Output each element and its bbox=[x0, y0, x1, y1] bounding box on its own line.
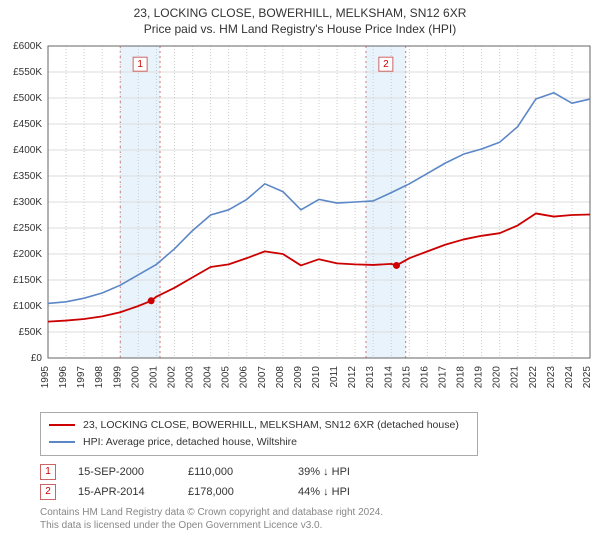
svg-text:2021: 2021 bbox=[510, 366, 521, 389]
svg-text:1999: 1999 bbox=[112, 366, 123, 389]
sale-badge: 2 bbox=[40, 484, 56, 500]
svg-text:2002: 2002 bbox=[166, 366, 177, 389]
sales-list: 1 15-SEP-2000£110,00039% ↓ HPI 2 15-APR-201… bbox=[40, 464, 600, 500]
svg-text:2013: 2013 bbox=[365, 366, 376, 389]
sale-date: 15-SEP-2000 bbox=[78, 466, 188, 478]
legend: 23, LOCKING CLOSE, BOWERHILL, MELKSHAM, … bbox=[40, 412, 478, 456]
svg-text:1: 1 bbox=[137, 59, 143, 70]
svg-text:2025: 2025 bbox=[582, 366, 593, 389]
sale-row: 1 15-SEP-2000£110,00039% ↓ HPI bbox=[40, 464, 600, 480]
svg-text:2015: 2015 bbox=[401, 366, 412, 389]
legend-label: 23, LOCKING CLOSE, BOWERHILL, MELKSHAM, … bbox=[83, 417, 459, 434]
svg-text:2019: 2019 bbox=[474, 366, 485, 389]
sale-date: 15-APR-2014 bbox=[78, 486, 188, 498]
svg-text:2006: 2006 bbox=[239, 366, 250, 389]
svg-text:1996: 1996 bbox=[58, 366, 69, 389]
page-title: 23, LOCKING CLOSE, BOWERHILL, MELKSHAM, … bbox=[0, 6, 600, 20]
legend-swatch bbox=[49, 424, 75, 426]
svg-text:1998: 1998 bbox=[94, 366, 105, 389]
svg-text:2001: 2001 bbox=[148, 366, 159, 389]
svg-text:2: 2 bbox=[383, 59, 389, 70]
svg-text:£150K: £150K bbox=[13, 275, 42, 286]
svg-text:2009: 2009 bbox=[293, 366, 304, 389]
svg-text:£550K: £550K bbox=[13, 67, 42, 78]
svg-text:1997: 1997 bbox=[76, 366, 87, 389]
legend-item: HPI: Average price, detached house, Wilt… bbox=[49, 434, 469, 451]
svg-text:2000: 2000 bbox=[130, 366, 141, 389]
sale-price: £178,000 bbox=[188, 486, 298, 498]
svg-text:2023: 2023 bbox=[546, 366, 557, 389]
sale-badge: 1 bbox=[40, 464, 56, 480]
sale-price: £110,000 bbox=[188, 466, 298, 478]
legend-item: 23, LOCKING CLOSE, BOWERHILL, MELKSHAM, … bbox=[49, 417, 469, 434]
legend-label: HPI: Average price, detached house, Wilt… bbox=[83, 434, 297, 451]
svg-text:£200K: £200K bbox=[13, 249, 42, 260]
svg-text:£600K: £600K bbox=[13, 41, 42, 52]
svg-text:2014: 2014 bbox=[383, 366, 394, 389]
sale-row: 2 15-APR-2014£178,00044% ↓ HPI bbox=[40, 484, 600, 500]
sale-delta: 39% ↓ HPI bbox=[298, 466, 408, 478]
svg-text:2016: 2016 bbox=[419, 366, 430, 389]
svg-text:£450K: £450K bbox=[13, 119, 42, 130]
svg-text:£0: £0 bbox=[31, 353, 43, 364]
legend-swatch bbox=[49, 441, 75, 443]
svg-text:2008: 2008 bbox=[275, 366, 286, 389]
svg-text:2003: 2003 bbox=[185, 366, 196, 389]
price-chart: £0 £50K £100K £150K £200K £250K £300K £350K £400… bbox=[0, 36, 600, 406]
svg-text:£50K: £50K bbox=[19, 327, 43, 338]
page-subtitle: Price paid vs. HM Land Registry's House … bbox=[0, 22, 600, 36]
svg-text:2010: 2010 bbox=[311, 366, 322, 389]
footer-line: Contains HM Land Registry data © Crown c… bbox=[40, 506, 600, 519]
svg-text:2011: 2011 bbox=[329, 366, 340, 388]
svg-text:2022: 2022 bbox=[528, 366, 539, 389]
svg-text:£250K: £250K bbox=[13, 223, 42, 234]
svg-text:£100K: £100K bbox=[13, 301, 42, 312]
footer-line: This data is licensed under the Open Gov… bbox=[40, 519, 600, 532]
svg-text:£350K: £350K bbox=[13, 171, 42, 182]
svg-text:2005: 2005 bbox=[221, 366, 232, 389]
sale-delta: 44% ↓ HPI bbox=[298, 486, 408, 498]
footer-attribution: Contains HM Land Registry data © Crown c… bbox=[40, 506, 600, 532]
svg-text:2017: 2017 bbox=[437, 366, 448, 389]
svg-text:2024: 2024 bbox=[564, 366, 575, 389]
svg-text:£400K: £400K bbox=[13, 145, 42, 156]
svg-text:1995: 1995 bbox=[40, 366, 51, 389]
svg-text:2007: 2007 bbox=[257, 366, 268, 389]
svg-text:£500K: £500K bbox=[13, 93, 42, 104]
svg-text:2020: 2020 bbox=[492, 366, 503, 389]
svg-text:2012: 2012 bbox=[347, 366, 358, 389]
svg-text:2018: 2018 bbox=[456, 366, 467, 389]
svg-text:£300K: £300K bbox=[13, 197, 42, 208]
svg-text:2004: 2004 bbox=[203, 366, 214, 389]
